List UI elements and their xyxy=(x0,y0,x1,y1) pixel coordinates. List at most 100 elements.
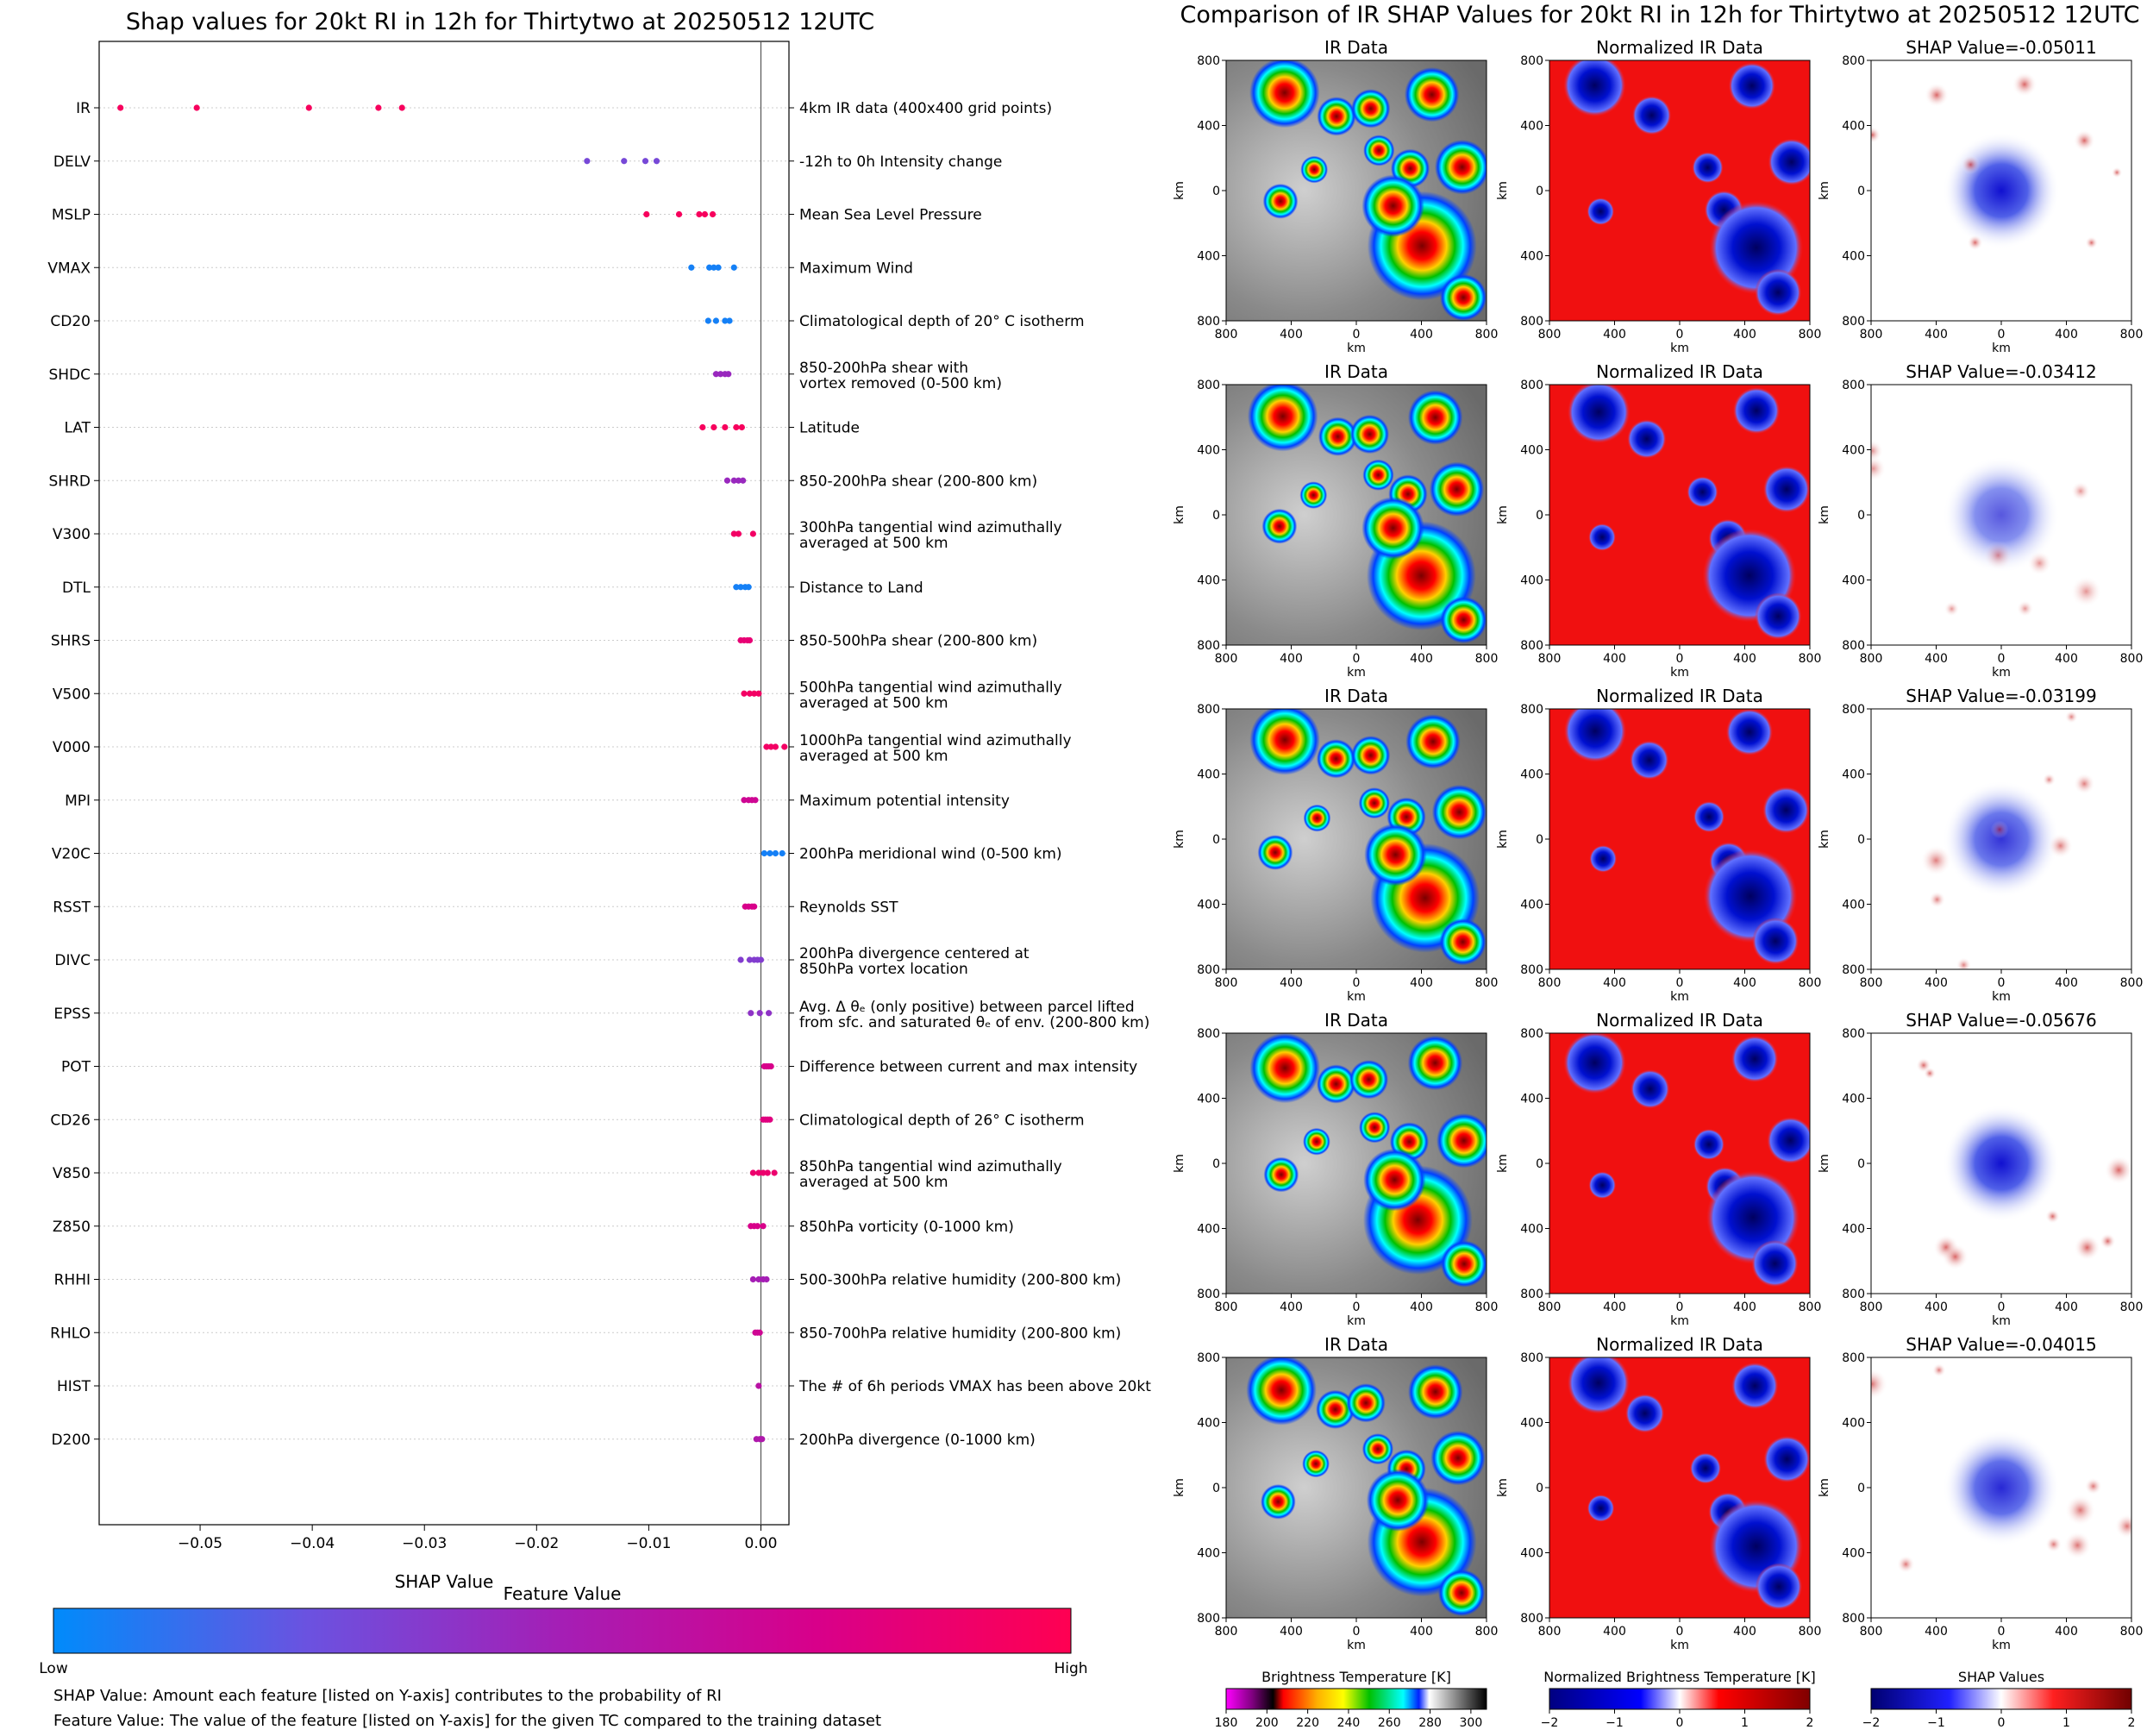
shap-positive-patch xyxy=(1871,1368,1888,1400)
map-x-tick-label: 800 xyxy=(1215,976,1238,990)
normalized-cold-region xyxy=(1692,152,1724,184)
map-colorbar-tick-label: −1 xyxy=(1606,1716,1624,1730)
feature-description-label: Reynolds SST xyxy=(799,899,898,916)
map-x-tick-label: 400 xyxy=(1603,328,1626,342)
feature-description-label: Climatological depth of 26° C isotherm xyxy=(799,1112,1085,1129)
map-y-tick-label: 400 xyxy=(1842,768,1865,782)
shap-point xyxy=(772,849,779,857)
ir-data-title: IR Data xyxy=(1324,361,1388,382)
ir-data-title: IR Data xyxy=(1324,1334,1388,1355)
map-y-tick-label: 0 xyxy=(1857,1482,1865,1495)
shap-positive-patch xyxy=(2114,1514,2131,1539)
shap-point xyxy=(755,1275,762,1283)
feature-description-label: Distance to Land xyxy=(799,580,923,597)
map-x-tick-label: 400 xyxy=(1603,652,1626,666)
shap-point xyxy=(305,104,312,111)
map-y-tick-label: 800 xyxy=(1842,703,1865,717)
shap-map-panel: SHAP Value=-0.03412800800400400004004008… xyxy=(1818,361,2143,680)
ir-convective-cell xyxy=(1351,736,1391,775)
map-x-tick-label: 400 xyxy=(1410,652,1433,666)
shap-map-title: SHAP Value=-0.03412 xyxy=(1906,361,2096,382)
shap-point xyxy=(722,423,729,431)
map-x-axis-label: km xyxy=(1347,1639,1366,1652)
map-colorbar-label: Normalized Brightness Temperature [K] xyxy=(1543,1669,1816,1685)
ir-convective-cell xyxy=(1300,155,1329,184)
shap-point xyxy=(696,210,703,218)
map-colorbar: SHAP Values−2−10121e−5 xyxy=(1862,1669,2136,1736)
map-x-tick-label: 400 xyxy=(1733,652,1756,666)
x-tick-label: 0.00 xyxy=(745,1535,778,1552)
map-colorbar-tick-label: 240 xyxy=(1337,1716,1361,1730)
map-x-tick-label: 400 xyxy=(1280,1300,1303,1314)
map-y-tick-label: 0 xyxy=(1212,1482,1220,1495)
map-x-tick-label: 0 xyxy=(1998,328,2006,342)
shap-point xyxy=(779,849,786,857)
map-colorbar-tick-label: −1 xyxy=(1927,1716,1945,1730)
map-y-tick-label: 0 xyxy=(1536,509,1543,523)
normalized-cold-region xyxy=(1751,918,1800,965)
normalized-cold-region xyxy=(1731,1035,1779,1083)
map-x-tick-label: 0 xyxy=(1998,976,2006,990)
shap-positive-patch xyxy=(2070,481,2091,501)
ir-convective-cell xyxy=(1351,89,1391,128)
normalized-cold-region xyxy=(1728,62,1776,110)
map-y-tick-label: 400 xyxy=(1842,1223,1865,1237)
feature-description-label: 850-500hPa shear (200-800 km) xyxy=(799,633,1037,650)
shap-point xyxy=(621,158,628,165)
map-x-tick-label: 800 xyxy=(1538,1300,1562,1314)
shap-positive-patch xyxy=(2045,1208,2061,1224)
map-x-axis-label: km xyxy=(1670,990,1689,1004)
normalized-cold-region xyxy=(1563,709,1627,762)
shap-point xyxy=(717,371,724,378)
normalized-ir-panel: Normalized IR Data8008004004000040040080… xyxy=(1496,1010,1821,1328)
ir-convective-cell xyxy=(1247,385,1318,452)
ir-convective-cell xyxy=(1263,1156,1299,1193)
ir-data-title: IR Data xyxy=(1324,686,1388,706)
feature-name-label: HIST xyxy=(57,1378,91,1395)
normalized-cold-region xyxy=(1624,1394,1665,1433)
shap-map-image xyxy=(1871,709,2131,969)
map-y-tick-label: 800 xyxy=(1842,315,1865,329)
feature-name-label: CD20 xyxy=(50,313,91,330)
map-y-tick-label: 0 xyxy=(1212,833,1220,847)
map-x-tick-label: 0 xyxy=(1353,328,1361,342)
ir-data-title: IR Data xyxy=(1324,37,1388,58)
map-x-tick-label: 800 xyxy=(1215,328,1238,342)
map-y-axis-label: km xyxy=(1818,830,1831,849)
map-colorbar-bar xyxy=(1225,1688,1487,1710)
shap-point xyxy=(746,956,754,963)
map-x-tick-label: 400 xyxy=(1603,1300,1626,1314)
feature-description-label: 500hPa tangential wind azimuthally xyxy=(799,679,1062,696)
shap-point xyxy=(752,797,759,804)
normalized-cold-region xyxy=(1767,1117,1810,1164)
map-y-tick-label: 0 xyxy=(1536,1157,1543,1171)
map-x-tick-label: 800 xyxy=(1215,1625,1238,1639)
normalized-cold-region xyxy=(1627,419,1667,459)
ir-convective-cell xyxy=(1407,390,1463,445)
colorbar-low-label: Low xyxy=(39,1660,68,1677)
normalized-cold-region xyxy=(1693,1128,1725,1161)
feature-name-label: EPSS xyxy=(53,1006,91,1023)
shap-point xyxy=(755,690,762,697)
ir-convective-cell xyxy=(1430,1430,1486,1486)
map-y-axis-label: km xyxy=(1496,1478,1510,1497)
shap-point xyxy=(715,264,722,271)
map-colorbar-bar xyxy=(1870,1688,2132,1710)
map-x-tick-label: 800 xyxy=(1475,652,1499,666)
shap-point xyxy=(757,956,765,963)
ir-convective-cell xyxy=(1358,787,1390,819)
map-x-tick-label: 400 xyxy=(1733,1300,1756,1314)
shap-point xyxy=(722,317,729,324)
feature-description-label: 850hPa vorticity (0-1000 km) xyxy=(799,1219,1014,1236)
feature-description-label: 200hPa meridional wind (0-500 km) xyxy=(799,846,1062,863)
map-x-axis-label: km xyxy=(1347,1314,1366,1328)
shap-negative-core xyxy=(1943,1429,2060,1546)
map-y-tick-label: 400 xyxy=(1520,899,1543,912)
x-tick-label: −0.05 xyxy=(178,1535,222,1552)
map-x-tick-label: 400 xyxy=(2055,1625,2078,1639)
map-x-tick-label: 400 xyxy=(1280,976,1303,990)
shap-point xyxy=(754,1223,761,1230)
map-y-axis-label: km xyxy=(1496,181,1510,200)
comparison-title: Comparison of IR SHAP Values for 20kt RI… xyxy=(1180,2,2140,28)
